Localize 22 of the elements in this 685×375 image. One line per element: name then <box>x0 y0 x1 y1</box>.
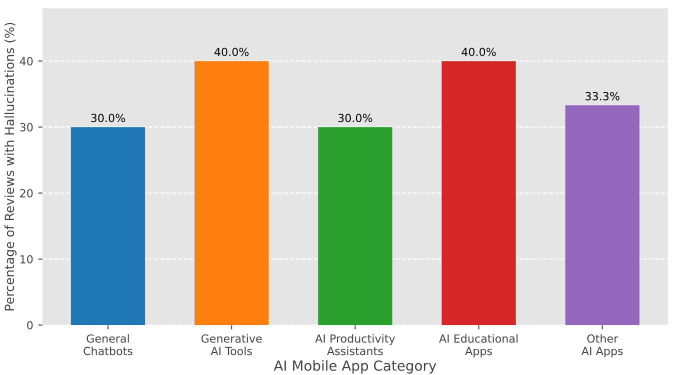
bar <box>70 127 146 326</box>
data-label: 30.0% <box>338 114 372 122</box>
y-tick-label: 0 <box>27 321 33 330</box>
bar <box>318 127 392 326</box>
x-tick-label: AI Educational Apps <box>439 334 518 358</box>
y-tick-label: 10 <box>20 255 33 264</box>
data-label: 40.0% <box>214 48 249 56</box>
x-tick-label: AI Productivity Assistants <box>315 334 395 356</box>
y-axis-title: Percentage of Reviews with Hallucinations (%) <box>4 22 17 310</box>
data-label: 40.0% <box>462 48 496 56</box>
bar <box>442 61 516 326</box>
x-tick-label: General Chatbots <box>84 334 132 356</box>
x-axis-title: AI Mobile App Category <box>274 360 436 374</box>
y-tick-label: 20 <box>20 189 33 198</box>
bar <box>194 61 269 326</box>
bar <box>565 105 640 326</box>
y-tick-label: 30 <box>20 123 33 132</box>
x-tick-label: Generative AI Tools <box>201 334 262 356</box>
data-label: 30.0% <box>91 114 126 122</box>
data-label: 33.3% <box>586 92 620 100</box>
y-tick-label: 40 <box>20 57 33 66</box>
x-tick-label: Other AI Apps <box>582 334 623 358</box>
